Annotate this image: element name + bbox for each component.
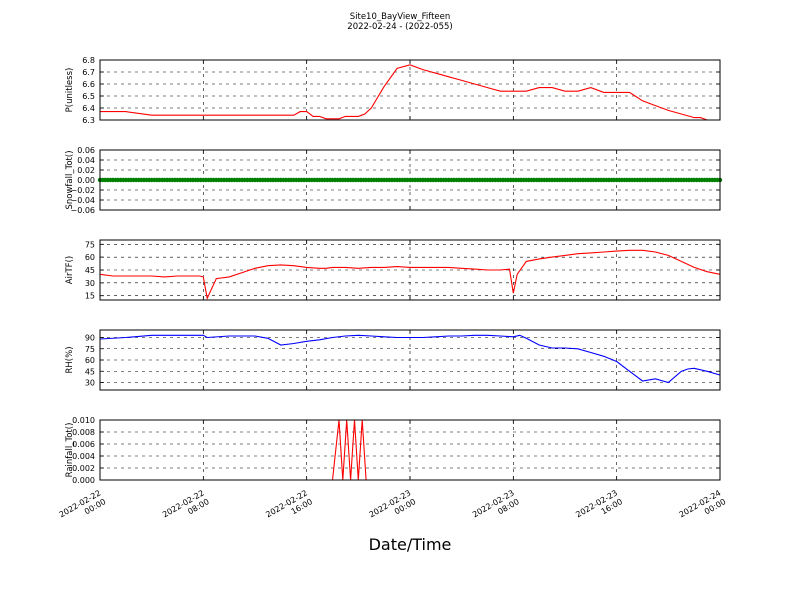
y-tick-label: 0.04 — [77, 156, 95, 165]
chart-panel-5: 0.010 0.008 0.006 0.004 0.002 0.000Rainfall_T… — [65, 416, 721, 485]
y-tick-label: −0.02 — [70, 186, 95, 195]
y-tick-label: 6.6 — [82, 80, 95, 89]
series-line — [99, 249, 721, 301]
y-tick-label: 75 — [85, 345, 95, 354]
y-tick-label: 30 — [85, 279, 95, 288]
y-tick-label: 0.008 — [72, 428, 95, 437]
y-tick-label: 6.5 — [82, 92, 95, 101]
plot-frame — [99, 419, 721, 481]
y-tick-label: 6.3 — [82, 116, 95, 125]
y-axis-label: Snowfall_Tot() — [65, 150, 75, 209]
chart-panel-1: 6.3 6.4 6.5 6.6 6.7 6.8 P(unitless) — [65, 56, 721, 125]
y-tick-label: 60 — [85, 356, 95, 365]
y-tick-label: 0.000 — [72, 476, 95, 485]
chart-panel-3: 75 60 45 30 15 AirTF() — [65, 239, 721, 301]
y-axis-label: Rainfall_Tot() — [65, 423, 75, 478]
y-tick-label: 0.02 — [77, 166, 95, 175]
y-tick-label: 45 — [85, 367, 95, 376]
y-tick-label: 0.006 — [72, 440, 95, 449]
figure-subtitle: 2022-02-24 - (2022-055) — [347, 22, 452, 32]
chart-panel-2: 0.060.040.020.00−0.02−0.04−0.06Snowfall_… — [65, 146, 723, 215]
y-tick-label: 6.8 — [82, 56, 95, 65]
chart-panels: 6.36.46.56.66.76.8P(unitless)0.060.040.0… — [58, 56, 728, 519]
y-tick-label: 0.06 — [77, 146, 95, 155]
y-tick-label: 90 — [85, 334, 95, 343]
plot-frame — [99, 59, 721, 121]
y-axis-label: AirTF() — [65, 256, 75, 284]
y-tick-label: 0.004 — [72, 452, 95, 461]
y-tick-label: 0.00 — [77, 176, 95, 185]
y-tick-label: 75 — [85, 240, 95, 249]
y-tick-label: −0.06 — [70, 206, 95, 215]
y-tick-label: 6.4 — [82, 104, 95, 113]
y-tick-label: 0.002 — [72, 464, 95, 473]
series-line — [100, 64, 720, 121]
plot-frame — [99, 329, 721, 391]
x-axis-label: Date/Time — [369, 535, 452, 554]
y-tick-label: −0.04 — [70, 196, 95, 205]
plot-frame — [99, 239, 721, 301]
y-tick-label: 0.010 — [72, 416, 95, 425]
series-line — [99, 334, 721, 384]
y-axis-label: RH(%) — [65, 346, 75, 373]
y-tick-label: 6.7 — [82, 68, 95, 77]
y-axis-label: P(unitless) — [65, 68, 75, 113]
chart-panel-4: 90 75 60 45 30 RH(%) — [65, 329, 721, 391]
y-tick-label: 30 — [85, 379, 95, 388]
y-tick-label: 45 — [85, 266, 95, 275]
y-tick-label: 15 — [85, 292, 95, 301]
figure-title: Site10_BayView_Fifteen — [350, 12, 451, 22]
y-tick-label: 60 — [85, 253, 95, 262]
plot-frame — [99, 149, 721, 211]
